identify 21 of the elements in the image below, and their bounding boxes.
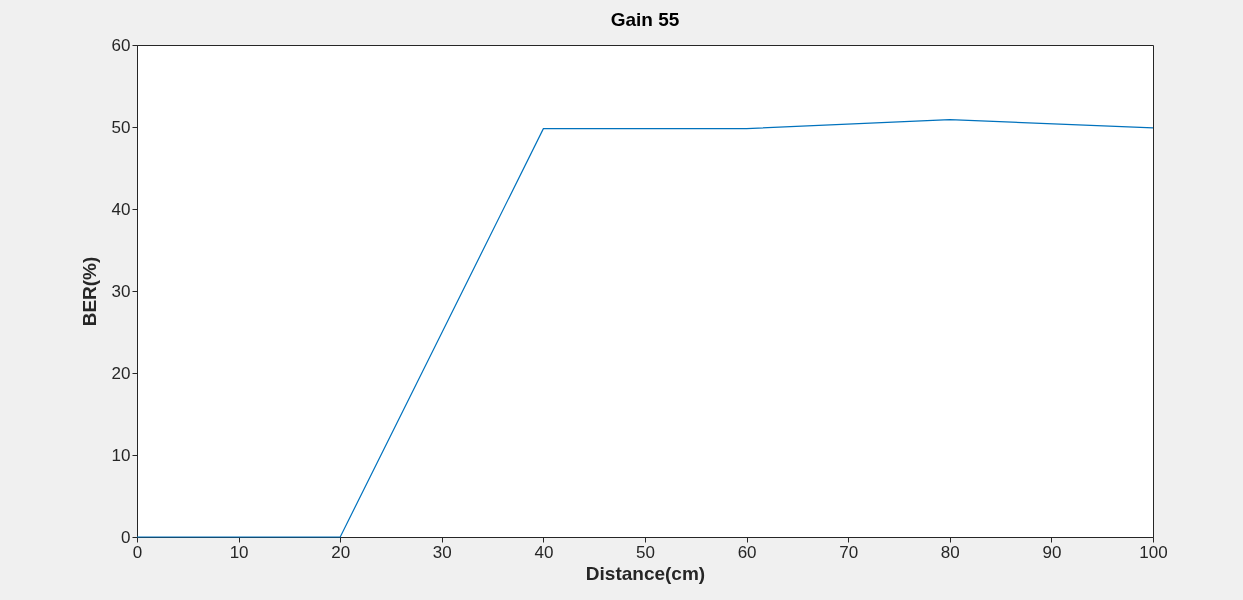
- x-tick-label: 70: [839, 542, 859, 562]
- x-tick-label: 10: [229, 542, 249, 562]
- chart-title: Gain 55: [610, 9, 680, 30]
- y-tick-label: 60: [111, 35, 131, 55]
- y-tick-label: 20: [111, 363, 131, 383]
- x-tick-label: 50: [636, 542, 655, 562]
- y-tick-label: 50: [111, 117, 131, 137]
- y-tick-label: 10: [111, 445, 131, 465]
- y-tick-label: 0: [121, 527, 131, 547]
- y-tick-label: 40: [111, 199, 131, 219]
- x-tick-label: 40: [534, 542, 554, 562]
- y-tick-label: 30: [111, 281, 131, 301]
- x-tick-label: 20: [331, 542, 351, 562]
- line-series: [136, 119, 1154, 538]
- x-tick-label: 30: [432, 542, 452, 562]
- y-axis-title: BER(%): [78, 256, 100, 327]
- x-tick-label: 60: [737, 542, 757, 562]
- x-tick-label: 90: [1042, 542, 1062, 562]
- x-tick-label: 100: [1139, 542, 1168, 562]
- x-tick-label: 80: [940, 542, 960, 562]
- x-axis-title: Distance(cm): [585, 562, 706, 584]
